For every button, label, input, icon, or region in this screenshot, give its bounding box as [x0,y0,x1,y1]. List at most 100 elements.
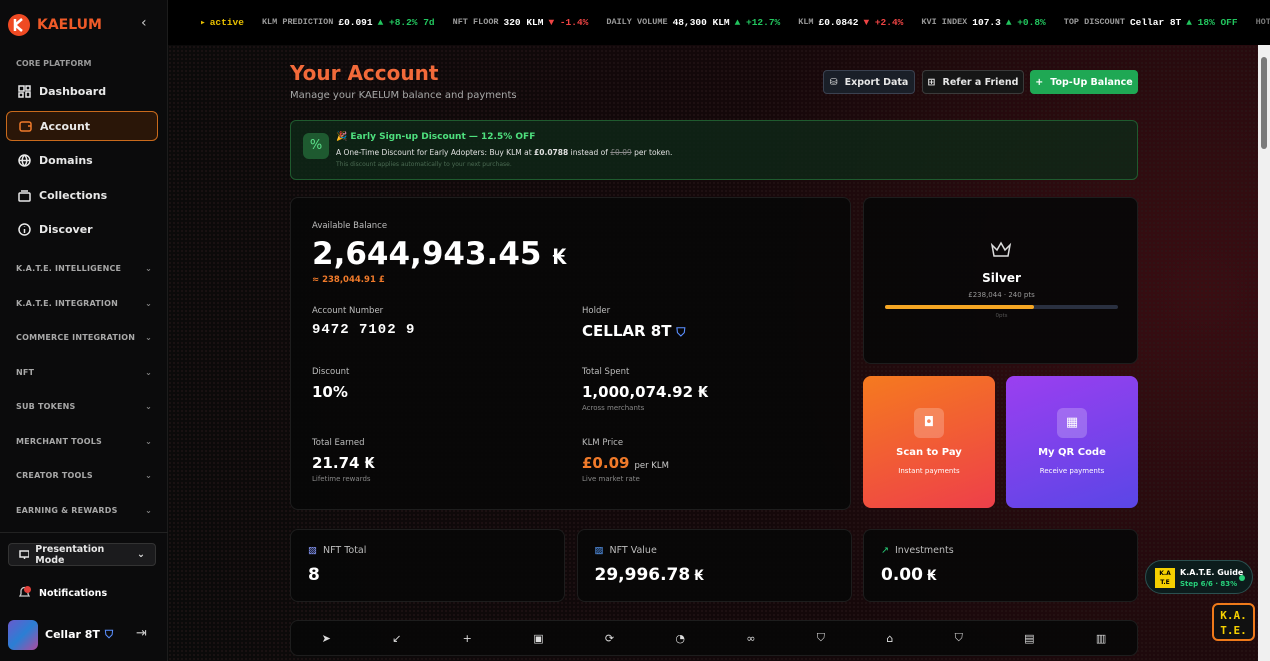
nav-label: Collections [39,188,108,202]
field-value: 21.74 ₭ [312,454,375,472]
banner-text: A One-Time Discount for Early Adopters: … [336,148,672,157]
text: instead of [570,148,608,157]
stat-value: 0.00 ₭ [881,565,937,585]
field-label: Total Spent [582,367,630,377]
topup-button[interactable]: + Top-Up Balance [1030,70,1138,94]
icon [19,549,30,559]
group-label: NFT [16,367,35,377]
progress-fill [885,305,1035,309]
nav-item[interactable]: Domains [6,145,158,175]
page-title: Your Account [290,61,439,85]
nav-label: Discover [39,222,93,236]
nav-group[interactable]: CREATOR TOOLS ⌄ [16,471,152,480]
tool-link[interactable]: ∞ [746,631,756,645]
field-value: 9472 7102 9 [312,322,415,338]
chevron: ⌄ [145,402,152,411]
my-qr-code[interactable]: ▦ My QR Code Receive payments [1006,376,1138,508]
tool-send[interactable]: ➤ [321,631,331,645]
export-button[interactable]: ⛁ Export Data [823,70,915,94]
section-title: CORE PLATFORM [16,59,92,68]
user-name: Cellar 8T [45,628,100,641]
unit: ₭ [364,454,375,472]
scroll-thumb[interactable] [1261,57,1267,149]
kate-logo[interactable]: K.A. T.E. [1212,603,1255,641]
logout-button[interactable]: ⇥ [136,626,147,641]
tool-receipt[interactable]: ▤ [1024,631,1035,645]
nav-group[interactable]: MERCHANT TOOLS ⌄ [16,437,152,446]
icon [19,120,32,132]
nav-group[interactable]: K.A.T.E. INTELLIGENCE ⌄ [16,264,152,273]
value: 9472 7102 9 [312,322,416,338]
tool-image[interactable]: ▣ [533,631,544,645]
page-subtitle: Manage your KAELUM balance and payments [290,90,517,101]
nav-group[interactable]: K.A.T.E. INTEGRATION ⌄ [16,299,152,308]
ticker-label: KVI INDEX [921,17,968,27]
kate-guide[interactable]: K.A T.E K.A.T.E. Guide Step 6/6 · 83% [1145,560,1253,594]
nav-item[interactable]: Dashboard [6,76,158,106]
nav-group[interactable]: COMMERCE INTEGRATION ⌄ [16,333,152,342]
status-dot [1239,575,1245,581]
tool-store[interactable]: ⌂ [886,631,894,645]
nav-label: Account [40,119,91,133]
stat-value: 29,996.78 ₭ [595,565,704,585]
value: CELLAR 8T [582,322,672,340]
unit: ₭ [694,568,704,584]
ticker-change: ▲ +8.2% 7d [377,17,435,28]
group-label: CREATOR TOOLS [16,471,93,480]
notifications-label: Notifications [39,587,108,599]
chevron: ⌄ [145,436,152,446]
ticker-tail: HOT N [1255,17,1270,27]
tool-shield[interactable]: ⛉ [816,631,826,644]
tool-receive[interactable]: ↙ [392,631,402,645]
avatar [8,620,38,650]
ticker-label: NFT FLOOR [452,17,499,27]
ticker-status: active [209,17,244,28]
nav-group[interactable]: EARNING & REWARDS ⌄ [16,506,152,515]
field-value: £0.09 per KLM [582,454,669,472]
text: per token. [634,148,673,157]
unit: per KLM [634,461,669,471]
scan-to-pay[interactable]: ◘ Scan to Pay Instant payments [863,376,995,508]
tool-swap[interactable]: ⟳ [604,631,615,645]
ticker-value: 320 KLM [503,17,544,28]
user[interactable]: Cellar 8T ⛉ [45,628,113,642]
ticker-row: ▸ active KLM PREDICTION £0.091 ▲ +8.2% 7d NFT… [200,17,1270,28]
ticker-label: DAILY VOLUME [606,17,668,27]
nav-group[interactable]: SUB TOKENS ⌄ [16,402,152,411]
nav-group[interactable]: NFT ⌄ [16,368,152,377]
nav-item[interactable]: Collections [6,180,158,210]
icon: ⊞ [927,76,936,88]
price: £0.0788 [534,148,569,157]
ticker-item: DAILY VOLUME 48,300 KLM ▲ +12.7% [606,17,780,28]
stat-icon: ▨ [594,545,604,556]
unit: ₭ [926,568,937,584]
tool-add[interactable]: + [462,631,472,645]
tier-detail: £238,044 · 240 pts [968,291,1035,299]
presentation-mode[interactable]: Presentation Mode ⌄ [8,543,156,566]
qr-icon: ▦ [1057,408,1087,438]
tool-chart[interactable]: ▥ [1095,631,1107,645]
tier-caption: 0pts [995,313,1008,319]
tool-history[interactable]: ◔ [675,631,686,645]
field-note: Lifetime rewards [312,475,371,483]
button-label: Refer a Friend [942,76,1019,88]
group-label: K.A.T.E. INTELLIGENCE [16,264,122,273]
collapse-button[interactable]: ‹ [141,15,147,31]
action-subtitle: Receive payments [1039,467,1105,475]
icon [18,153,31,167]
icon [18,84,31,98]
toolbar: ➤ ↙ + ▣ ⟳ ◔ ∞ ⛉ ⌂ ⛉ ▤ ▥ [290,620,1138,656]
ticker-lead: ▸ active [200,17,244,28]
guide-logo: K.A T.E [1155,568,1175,588]
ticker-label: TOP DISCOUNT [1063,17,1125,27]
notifications[interactable]: Notifications [18,586,107,600]
camera-icon: ◘ [914,408,944,438]
field-label: Account Number [312,306,384,316]
tool-security[interactable]: ⛉ [954,631,963,644]
nav-item-active[interactable]: Account [6,111,158,141]
refer-button[interactable]: ⊞ Refer a Friend [922,70,1024,94]
action-title: Scan to Pay [896,447,962,458]
ticker-item: NFT FLOOR 320 KLM ▼ -1.4% [453,17,589,28]
nav-item[interactable]: Discover [6,214,158,244]
group-label: SUB TOKENS [16,402,76,411]
